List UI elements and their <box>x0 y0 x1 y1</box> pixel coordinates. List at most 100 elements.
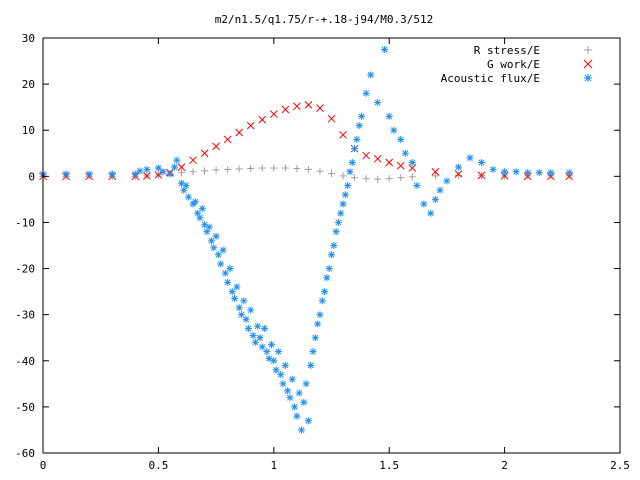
data-point <box>431 167 440 176</box>
data-point <box>270 164 278 172</box>
data-point <box>311 334 319 342</box>
data-point <box>205 223 213 231</box>
data-point <box>420 200 428 208</box>
data-point <box>85 170 93 178</box>
data-point <box>443 177 451 185</box>
x-tick-label: 0 <box>40 459 47 472</box>
data-point <box>166 170 174 178</box>
data-point <box>524 169 532 177</box>
data-point <box>228 288 236 296</box>
y-tick-label: -50 <box>15 401 35 414</box>
data-point <box>413 182 421 190</box>
data-point <box>261 325 269 332</box>
data-point <box>189 156 197 165</box>
data-point <box>385 175 393 183</box>
data-point <box>547 169 555 177</box>
data-point <box>212 142 220 151</box>
data-point <box>235 128 244 137</box>
data-point <box>258 164 266 172</box>
data-point <box>408 164 417 172</box>
data-point <box>226 265 234 273</box>
y-tick-label: -60 <box>15 447 35 460</box>
data-point <box>281 164 289 172</box>
data-point <box>385 112 393 120</box>
data-point <box>200 149 209 158</box>
legend-label: Acoustic flux/E <box>441 72 540 85</box>
data-point <box>304 165 312 173</box>
data-point <box>247 306 255 314</box>
y-tick-label: 0 <box>28 170 35 183</box>
data-point <box>258 343 266 351</box>
data-point <box>177 179 185 187</box>
data-point <box>374 99 382 107</box>
data-point <box>265 354 273 362</box>
data-point <box>523 172 532 181</box>
data-point <box>62 170 70 178</box>
data-point <box>231 295 239 303</box>
data-point <box>281 105 290 114</box>
data-point <box>223 135 232 144</box>
data-point <box>316 311 324 319</box>
data-point <box>235 165 243 173</box>
data-point <box>332 228 340 236</box>
data-point <box>374 175 382 183</box>
data-point <box>362 151 370 160</box>
data-point <box>381 46 389 54</box>
chart-title: m2/n1.5/q1.75/r-+.18-j94/M0.3/512 <box>215 13 434 26</box>
data-point <box>295 389 303 397</box>
data-point <box>328 251 335 259</box>
y-tick-label: -10 <box>15 216 35 229</box>
data-point <box>348 159 356 166</box>
data-point <box>182 182 190 190</box>
data-point <box>396 161 405 170</box>
data-point <box>214 251 222 259</box>
data-point <box>274 348 282 356</box>
data-point <box>284 387 292 395</box>
data-point <box>279 380 287 388</box>
data-point <box>535 169 543 177</box>
data-point <box>466 154 474 162</box>
legend-label: R stress/E <box>474 44 540 57</box>
y-tick-label: 10 <box>22 124 35 137</box>
legend-entry-2: Acoustic flux/E <box>441 72 592 85</box>
data-point <box>143 165 151 173</box>
plot-layer <box>39 46 574 434</box>
data-point <box>431 195 439 203</box>
data-point <box>339 172 347 180</box>
data-point <box>159 168 167 176</box>
data-point <box>251 338 259 346</box>
data-point <box>408 159 416 166</box>
data-point <box>207 237 215 245</box>
data-point <box>184 193 192 201</box>
data-point <box>477 171 486 180</box>
y-tick-label: -40 <box>15 355 35 368</box>
data-point <box>272 366 280 374</box>
data-point <box>203 228 211 236</box>
data-point <box>304 101 313 109</box>
data-point <box>288 375 296 383</box>
data-point <box>237 311 245 319</box>
data-point <box>325 265 333 273</box>
data-point <box>351 174 359 182</box>
data-point <box>247 164 255 172</box>
data-point <box>270 357 278 365</box>
y-tick-label: -20 <box>15 263 35 276</box>
data-point <box>136 167 144 175</box>
data-point <box>478 159 486 166</box>
y-tick-label: 30 <box>22 32 35 45</box>
data-point <box>334 218 342 226</box>
data-point <box>318 297 326 305</box>
axes-layer: 0 0.5 1 1.5 2 2.5 30 20 10 0 -10 -20 -30 -40 -50 -60 <box>15 32 630 472</box>
x-tick-label: 1.5 <box>379 459 399 472</box>
plot-border <box>42 37 621 454</box>
data-point <box>454 163 462 171</box>
data-point <box>201 167 209 175</box>
data-point <box>328 170 335 178</box>
legend-marker <box>584 46 592 54</box>
data-point <box>210 244 218 252</box>
data-point <box>307 361 315 369</box>
data-point <box>385 158 394 167</box>
data-point <box>219 246 227 254</box>
